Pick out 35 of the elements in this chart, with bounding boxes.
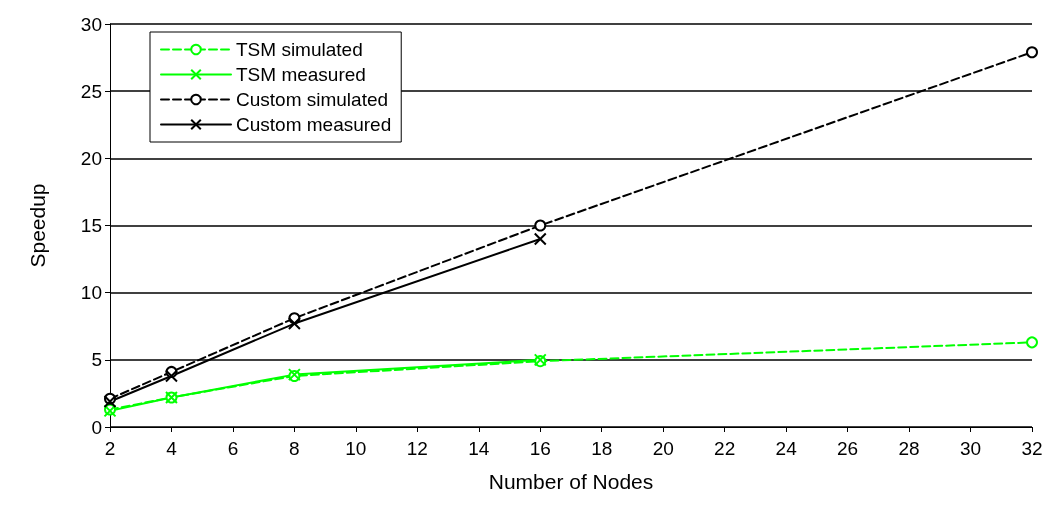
- legend-label: TSM measured: [236, 64, 366, 85]
- y-tick-label: 30: [80, 13, 102, 35]
- x-tick-label: 20: [652, 438, 674, 459]
- legend-label: TSM simulated: [236, 39, 363, 60]
- x-tick-label: 28: [898, 438, 920, 459]
- point: [287, 317, 301, 331]
- y-tick-label: 20: [80, 147, 102, 169]
- x-tick-label: 22: [714, 438, 736, 459]
- x-axis-title: Number of Nodes: [488, 470, 654, 493]
- point: [164, 369, 178, 383]
- x-tick-label: 24: [775, 438, 798, 459]
- x-tick-label: 14: [468, 438, 490, 459]
- y-tick-label: 10: [80, 282, 102, 304]
- point: [1026, 46, 1038, 59]
- x-tick-label: 8: [289, 438, 300, 459]
- y-tick-label: 15: [80, 215, 102, 236]
- x-tick-label: 6: [227, 438, 239, 459]
- x-tick-label: 10: [345, 438, 367, 459]
- point: [534, 219, 547, 232]
- y-tick-label: 0: [91, 416, 102, 438]
- x-tick-label: 16: [529, 438, 551, 459]
- y-tick-label: 5: [91, 349, 102, 371]
- y-axis-title: Speedup: [26, 183, 49, 268]
- x-tick-label: 12: [406, 438, 428, 459]
- point: [1026, 336, 1038, 349]
- point: [533, 232, 547, 246]
- x-tick-label: 26: [837, 438, 859, 459]
- x-tick-label: 2: [104, 438, 116, 459]
- legend-label: Custom measured: [236, 114, 392, 135]
- x-tick-label: 30: [959, 438, 982, 459]
- legend-label: Custom simulated: [236, 89, 389, 110]
- x-tick-label: 18: [591, 438, 613, 459]
- y-tick-label: 25: [80, 80, 102, 102]
- x-tick-label: 32: [1021, 438, 1043, 459]
- x-tick-label: 4: [166, 438, 178, 459]
